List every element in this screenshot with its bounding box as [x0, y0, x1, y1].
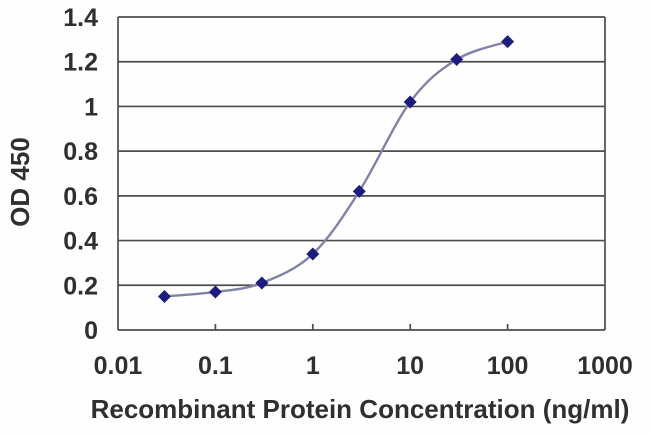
data-point-marker [306, 247, 320, 261]
data-point-marker [157, 289, 171, 303]
x-tick-label: 0.1 [198, 352, 233, 380]
data-point-marker [208, 285, 222, 299]
x-tick-label: 100 [487, 352, 529, 380]
y-tick-label: 1.2 [63, 49, 98, 77]
x-tick-label: 0.01 [94, 352, 143, 380]
y-tick-label: 0.4 [63, 228, 98, 256]
data-point-marker [403, 95, 417, 109]
series-line [164, 40, 508, 298]
y-tick-label: 0.8 [63, 138, 98, 166]
x-tick-label: 1 [306, 352, 320, 380]
y-axis-title: OD 450 [5, 137, 35, 227]
data-point-marker [255, 276, 269, 290]
y-tick-label: 1.4 [63, 4, 98, 32]
data-point-marker [501, 35, 515, 49]
y-tick-label: 1 [84, 93, 98, 121]
y-tick-label: 0.2 [63, 272, 98, 300]
x-tick-label: 10 [396, 352, 424, 380]
y-tick-label: 0.6 [63, 183, 98, 211]
y-tick-label: 0 [84, 317, 98, 345]
x-axis-title: Recombinant Protein Concentration (ng/ml… [90, 394, 630, 424]
x-tick-label: 1000 [577, 352, 633, 380]
data-point-marker [450, 52, 464, 66]
data-point-marker [352, 184, 366, 198]
